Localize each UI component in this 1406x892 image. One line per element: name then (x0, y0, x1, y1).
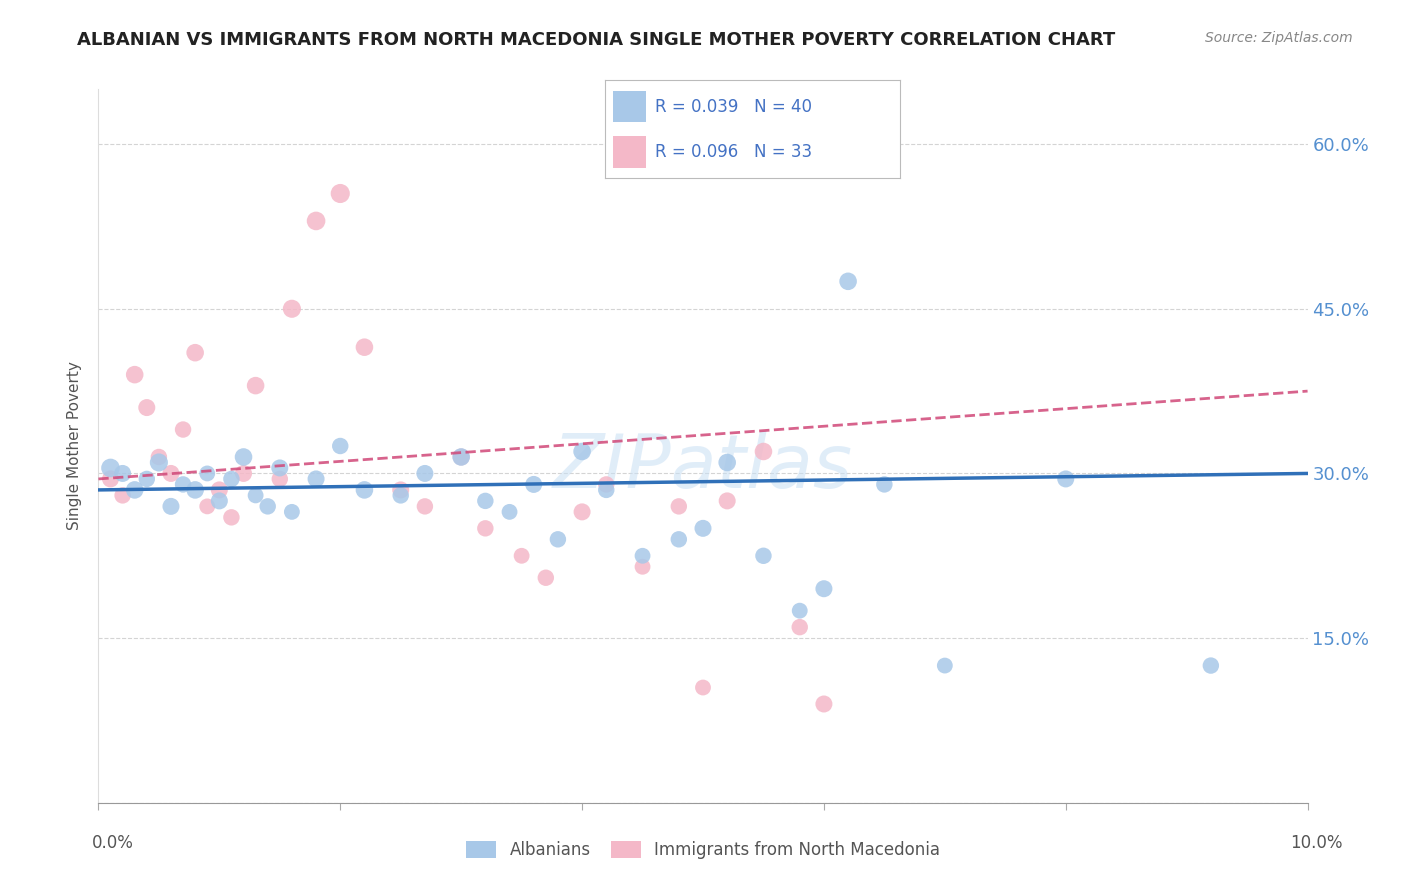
Point (668, 533, 690, 547)
Point (716, 455, 738, 469)
Point (195, 500, 218, 514)
Point (172, 423, 194, 437)
Point (353, 340, 375, 354)
Point (353, 483, 375, 497)
Point (111, 488, 134, 502)
Point (195, 467, 218, 481)
Point (281, 505, 304, 519)
Point (789, 620, 811, 634)
Point (595, 483, 617, 497)
Point (184, 345, 207, 359)
Point (184, 483, 207, 497)
Point (571, 505, 593, 519)
Point (221, 472, 243, 486)
Text: ZIPatlas: ZIPatlas (553, 432, 853, 503)
Point (1199, 658, 1222, 673)
Point (148, 455, 170, 469)
Point (813, 697, 835, 711)
Point (450, 450, 472, 464)
Point (631, 549, 654, 563)
Point (389, 483, 412, 497)
Point (752, 549, 775, 563)
Point (245, 378, 267, 392)
Point (510, 549, 533, 563)
Legend: Albanians, Immigrants from North Macedonia: Albanians, Immigrants from North Macedon… (460, 834, 946, 866)
Point (208, 494, 231, 508)
Bar (613, 136, 645, 168)
Point (692, 521, 714, 535)
Point (389, 488, 412, 502)
Point (813, 582, 835, 596)
Point (595, 477, 617, 491)
Point (498, 505, 520, 519)
Point (281, 301, 304, 316)
Point (232, 450, 254, 464)
Text: R = 0.039   N = 40: R = 0.039 N = 40 (655, 98, 811, 116)
Point (124, 483, 146, 497)
Point (474, 521, 496, 535)
Point (100, 461, 122, 475)
Point (571, 444, 593, 458)
Point (100, 472, 122, 486)
Point (269, 461, 291, 475)
Point (245, 488, 267, 502)
Point (111, 467, 134, 481)
Point (789, 604, 811, 618)
Point (631, 559, 654, 574)
Point (934, 658, 956, 673)
Point (305, 472, 328, 486)
Point (474, 494, 496, 508)
Point (716, 494, 738, 508)
Point (160, 467, 183, 481)
Bar (613, 91, 645, 122)
Point (837, 274, 859, 288)
Point (329, 186, 352, 201)
Point (1054, 472, 1077, 486)
Point (256, 500, 278, 514)
Point (873, 477, 896, 491)
Text: 10.0%: 10.0% (1291, 834, 1343, 852)
Text: 0.0%: 0.0% (91, 834, 134, 852)
Point (172, 477, 194, 491)
Point (413, 500, 436, 514)
Point (208, 483, 231, 497)
Point (160, 500, 183, 514)
Point (523, 477, 546, 491)
Point (135, 401, 157, 415)
Y-axis label: Single Mother Poverty: Single Mother Poverty (67, 361, 83, 531)
Point (668, 500, 690, 514)
Point (269, 472, 291, 486)
Point (692, 681, 714, 695)
Point (752, 444, 775, 458)
Point (450, 450, 472, 464)
Point (413, 467, 436, 481)
Point (221, 510, 243, 524)
Point (329, 439, 352, 453)
Point (534, 571, 557, 585)
Point (148, 450, 170, 464)
Text: R = 0.096   N = 33: R = 0.096 N = 33 (655, 143, 811, 161)
Point (124, 368, 146, 382)
Text: ALBANIAN VS IMMIGRANTS FROM NORTH MACEDONIA SINGLE MOTHER POVERTY CORRELATION CH: ALBANIAN VS IMMIGRANTS FROM NORTH MACEDO… (77, 31, 1115, 49)
Point (547, 533, 569, 547)
Point (232, 467, 254, 481)
Point (305, 214, 328, 228)
Text: Source: ZipAtlas.com: Source: ZipAtlas.com (1205, 31, 1353, 45)
Point (135, 472, 157, 486)
